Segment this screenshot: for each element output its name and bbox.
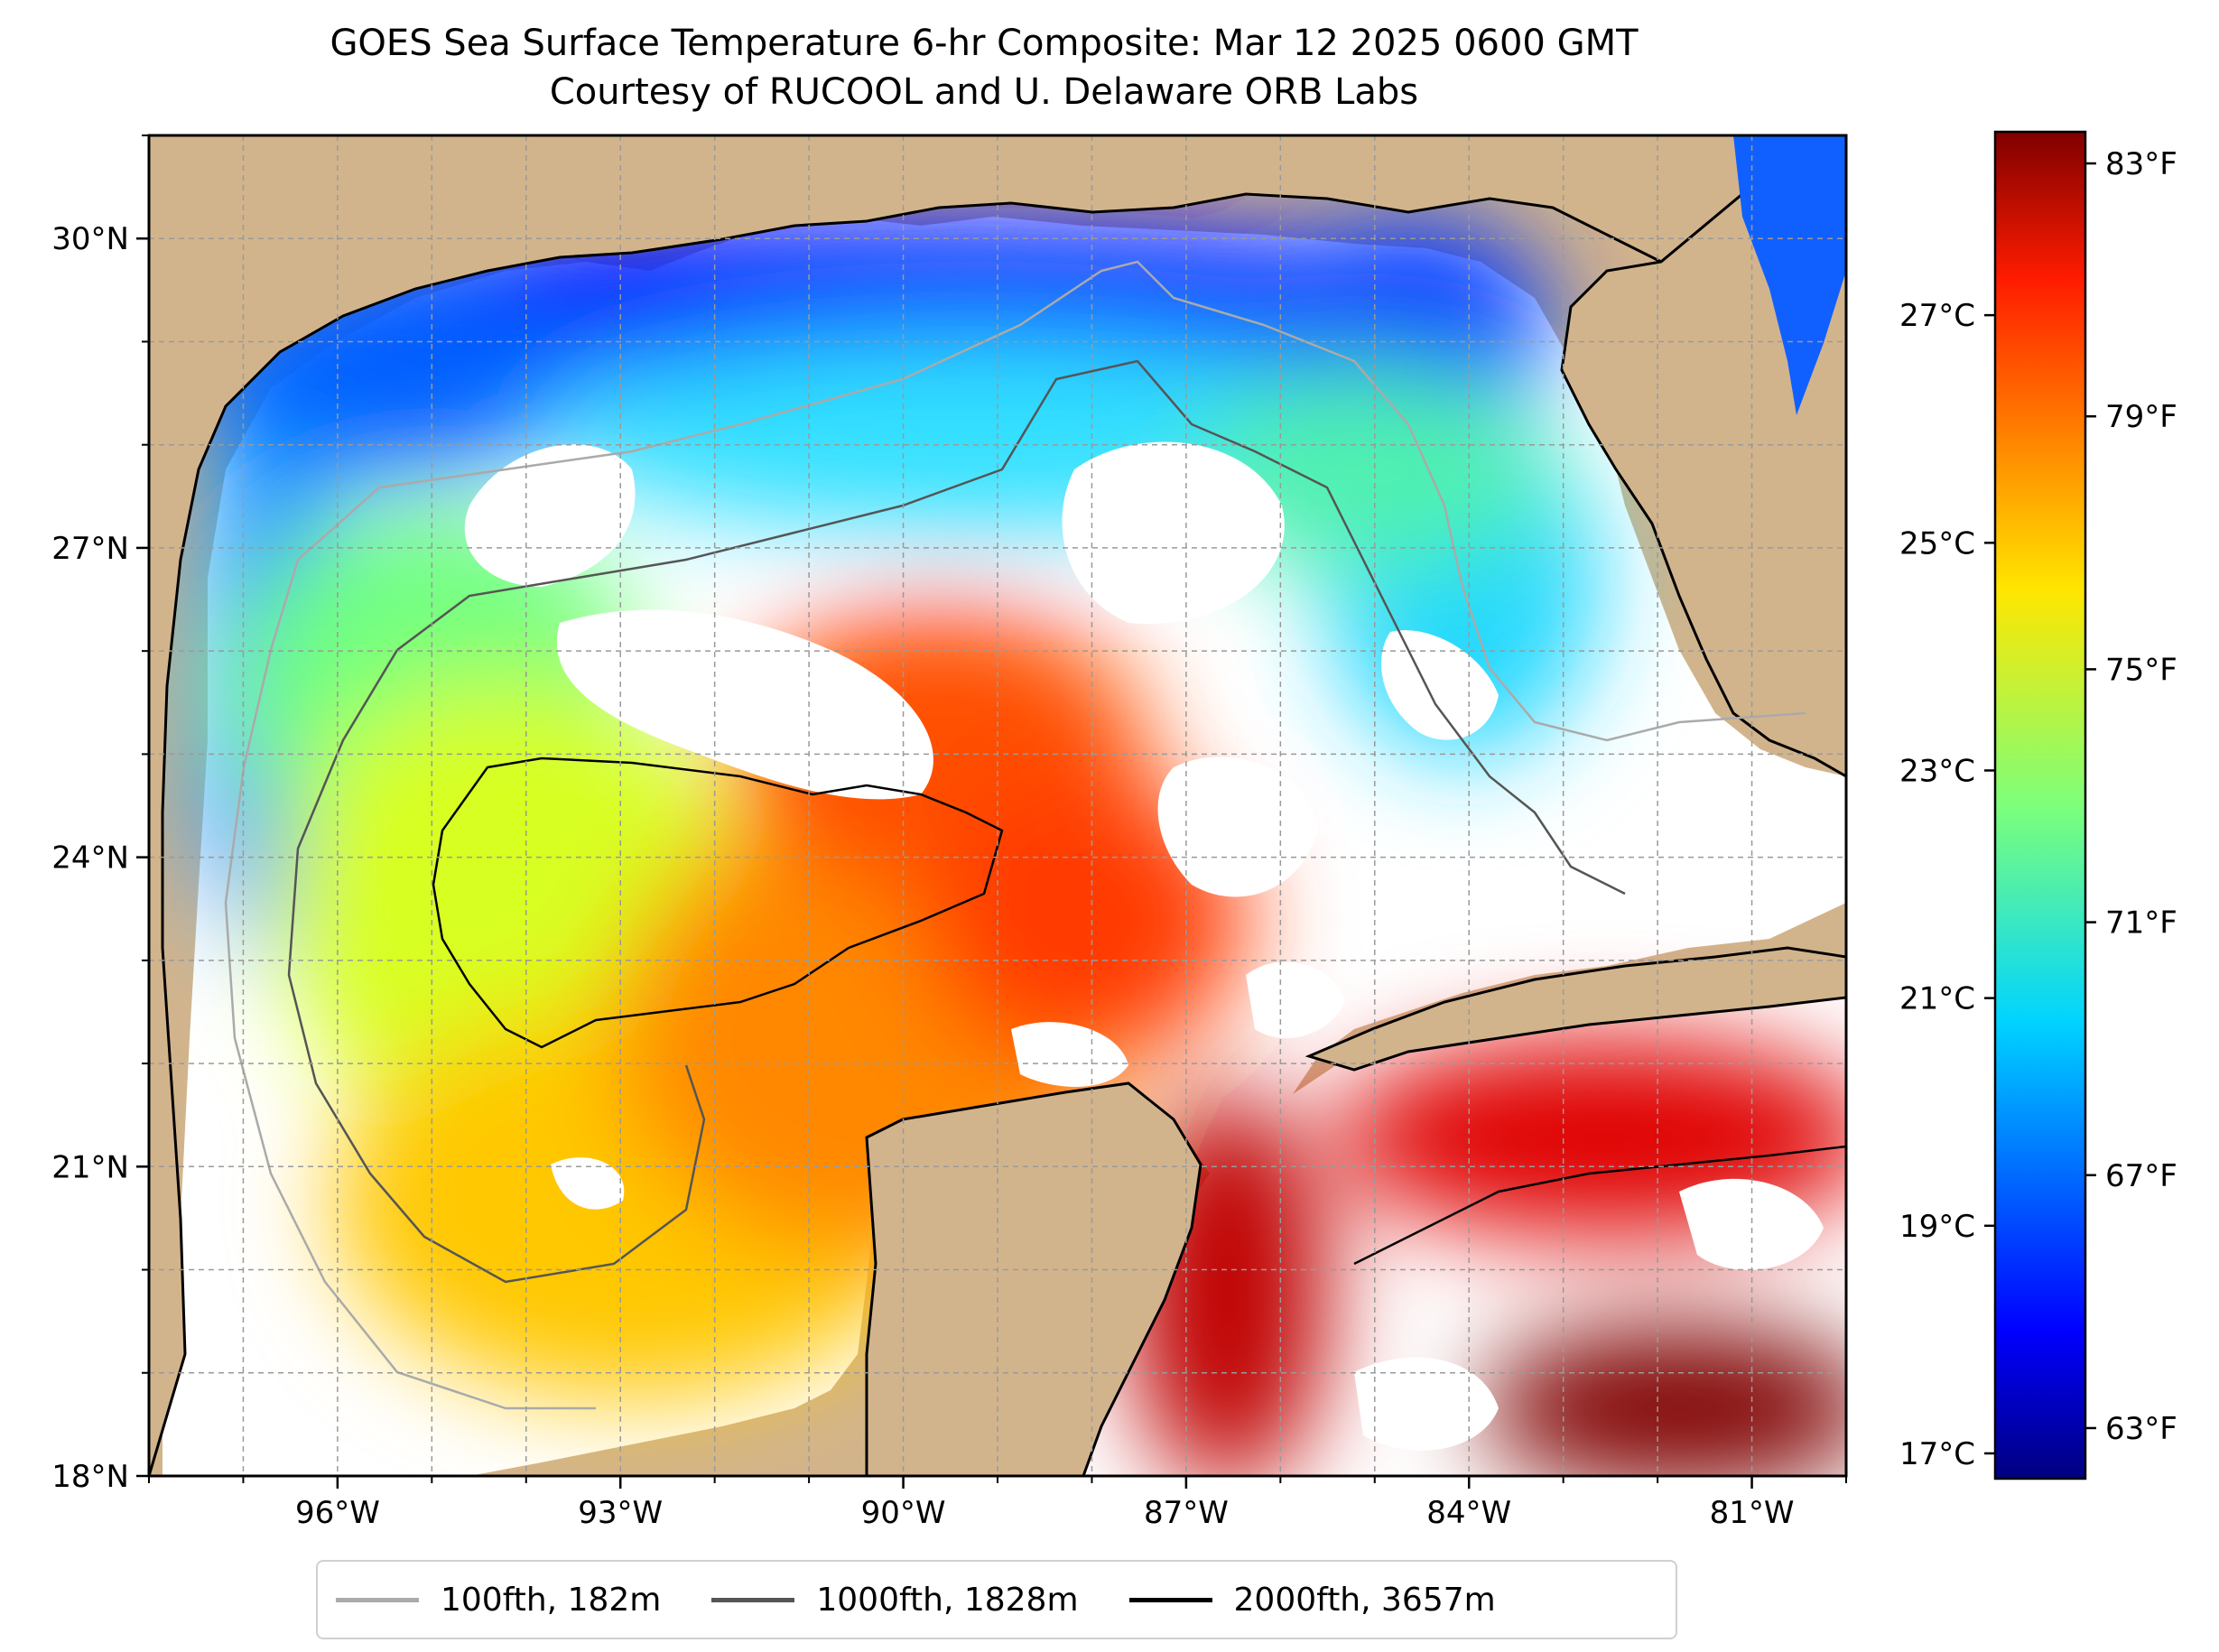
colorbar-c-label: 21°C [1899, 981, 1975, 1017]
colorbar-c-label: 25°C [1899, 525, 1975, 561]
colorbar-ticks: 83°F 79°F 75°F 71°F 67°F 63°F 27°C 25°C 23°C 21°C… [1899, 146, 2177, 1472]
lon-tick-label: 90°W [861, 1495, 946, 1531]
colorbar-frame [1993, 130, 2087, 1480]
colorbar: 83°F 79°F 75°F 71°F 67°F 63°F 27°C 25°C 23°C 21°C… [1899, 130, 2177, 1480]
no-data-patches [464, 441, 1824, 1451]
contour-1000fth-west [287, 649, 706, 1284]
colorbar-f-label: 71°F [2105, 905, 2177, 942]
colorbar-f-label: 83°F [2105, 146, 2177, 182]
map-title: GOES Sea Surface Temperature 6-hr Compos… [330, 23, 1639, 64]
colorbar-c-label: 27°C [1899, 298, 1975, 334]
colorbar-f-label: 63°F [2105, 1411, 2177, 1447]
contour-1000fth [396, 359, 1626, 896]
colorbar-f-label: 79°F [2105, 399, 2177, 435]
legend-label-2000fth: 2000fth, 3657m [1233, 1581, 1496, 1619]
lat-tick-label: 27°N [51, 531, 129, 567]
lon-tick-label: 84°W [1426, 1495, 1511, 1531]
map-gridlines [149, 135, 1846, 1476]
sst-map-figure: 96°W 93°W 90°W 87°W 84°W 81°W 30°N 27°N 24°N 21°N… [51, 130, 2177, 1531]
colorbar-gradient [1995, 132, 2085, 1479]
legend-item-100fth: 100fth, 182m [336, 1582, 661, 1619]
contour-2000fth-caribbean [1353, 1145, 1846, 1266]
legend-swatch-100fth [336, 1597, 419, 1602]
atlantic-sst-strip [1733, 135, 1846, 415]
legend-item-1000fth: 1000fth, 1828m [711, 1581, 1079, 1619]
lat-tick-label: 21°N [51, 1149, 129, 1185]
legend-label-100fth: 100fth, 182m [441, 1581, 662, 1619]
legend-label-1000fth: 1000fth, 1828m [816, 1581, 1079, 1619]
contour-legend: 100fth, 182m 1000fth, 1828m 2000fth, 365… [316, 1560, 1677, 1639]
lon-tick-label: 96°W [295, 1495, 380, 1531]
map-subtitle: Courtesy of RUCOOL and U. Delaware ORB L… [549, 71, 1419, 113]
contour-2000fth [432, 756, 1004, 1049]
colorbar-c-label: 17°C [1899, 1436, 1975, 1472]
lat-tick-label: 30°N [51, 221, 129, 257]
contour-100fth-west [224, 559, 596, 1410]
colorbar-c-label: 19°C [1899, 1209, 1975, 1245]
contour-100fth [297, 260, 1806, 742]
legend-swatch-1000fth [711, 1597, 795, 1602]
legend-swatch-2000fth [1128, 1597, 1212, 1602]
lat-tick-label: 18°N [51, 1459, 129, 1495]
colorbar-c-label: 23°C [1899, 753, 1975, 789]
lon-tick-label: 87°W [1144, 1495, 1229, 1531]
legend-item-2000fth: 2000fth, 3657m [1128, 1581, 1496, 1619]
lon-tick-label: 81°W [1710, 1495, 1795, 1531]
map-axis-ticks: 96°W 93°W 90°W 87°W 84°W 81°W 30°N 27°N 24°N 21°N… [51, 135, 1847, 1531]
colorbar-f-label: 75°F [2105, 652, 2177, 688]
lon-tick-label: 93°W [578, 1495, 663, 1531]
lat-tick-label: 24°N [51, 840, 129, 877]
colorbar-f-label: 67°F [2105, 1158, 2177, 1194]
